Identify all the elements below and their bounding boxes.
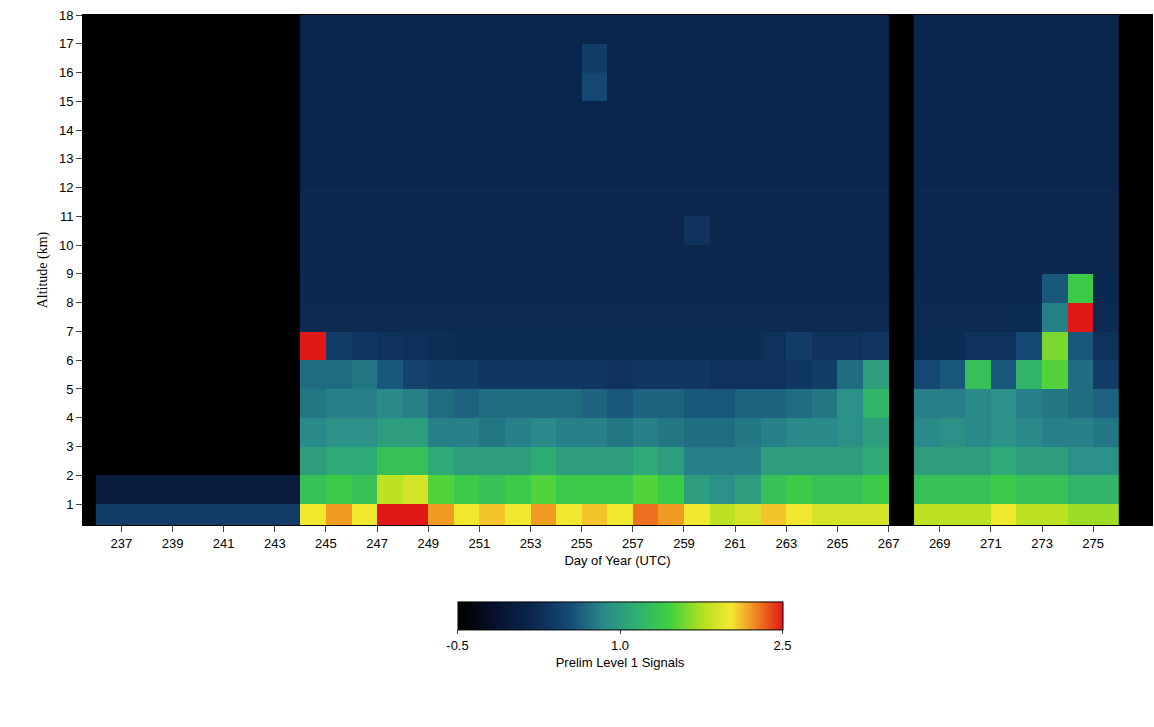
svg-text:237: 237 bbox=[111, 536, 133, 551]
svg-text:259: 259 bbox=[673, 536, 695, 551]
svg-text:251: 251 bbox=[469, 536, 491, 551]
svg-text:239: 239 bbox=[162, 536, 184, 551]
svg-text:14: 14 bbox=[59, 123, 73, 138]
svg-text:255: 255 bbox=[571, 536, 593, 551]
svg-text:Prelim Level 1 Signals: Prelim Level 1 Signals bbox=[556, 655, 685, 670]
svg-text:1: 1 bbox=[66, 497, 73, 512]
svg-text:12: 12 bbox=[59, 180, 73, 195]
svg-text:13: 13 bbox=[59, 151, 73, 166]
svg-text:253: 253 bbox=[520, 536, 542, 551]
svg-text:8: 8 bbox=[66, 295, 73, 310]
svg-text:11: 11 bbox=[60, 209, 74, 224]
svg-text:261: 261 bbox=[724, 536, 746, 551]
svg-text:245: 245 bbox=[315, 536, 337, 551]
svg-text:3: 3 bbox=[66, 439, 73, 454]
svg-text:257: 257 bbox=[622, 536, 644, 551]
svg-text:6: 6 bbox=[66, 353, 73, 368]
svg-text:17: 17 bbox=[59, 36, 73, 51]
svg-text:269: 269 bbox=[929, 536, 951, 551]
svg-text:Day of Year (UTC): Day of Year (UTC) bbox=[564, 553, 670, 568]
svg-text:263: 263 bbox=[775, 536, 797, 551]
svg-text:7: 7 bbox=[66, 324, 73, 339]
svg-text:10: 10 bbox=[59, 238, 73, 253]
svg-text:2.5: 2.5 bbox=[773, 638, 791, 653]
svg-text:1.0: 1.0 bbox=[611, 638, 629, 653]
svg-text:267: 267 bbox=[878, 536, 900, 551]
svg-text:271: 271 bbox=[980, 536, 1002, 551]
svg-text:2: 2 bbox=[66, 468, 73, 483]
svg-text:275: 275 bbox=[1082, 536, 1104, 551]
svg-text:16: 16 bbox=[59, 65, 73, 80]
svg-text:273: 273 bbox=[1031, 536, 1053, 551]
svg-text:243: 243 bbox=[264, 536, 286, 551]
svg-text:241: 241 bbox=[213, 536, 235, 551]
svg-text:15: 15 bbox=[59, 94, 73, 109]
svg-text:265: 265 bbox=[827, 536, 849, 551]
svg-text:18: 18 bbox=[59, 8, 73, 23]
svg-text:249: 249 bbox=[417, 536, 439, 551]
svg-text:4: 4 bbox=[66, 410, 73, 425]
svg-text:Altitude (km): Altitude (km) bbox=[35, 231, 51, 308]
svg-text:247: 247 bbox=[366, 536, 388, 551]
svg-text:9: 9 bbox=[66, 266, 73, 281]
svg-text:-0.5: -0.5 bbox=[446, 638, 468, 653]
svg-text:5: 5 bbox=[66, 381, 73, 396]
